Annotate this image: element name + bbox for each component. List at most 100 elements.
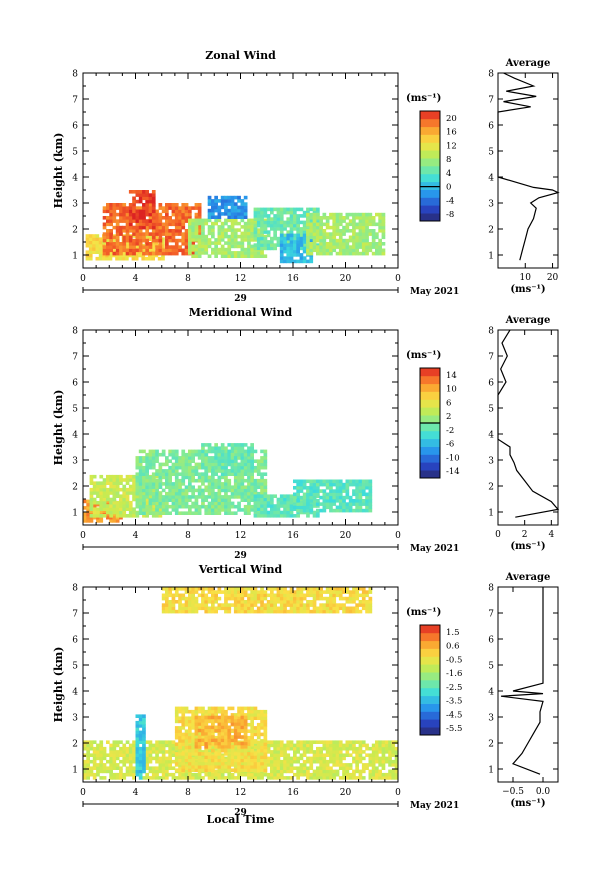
heatmap-cell [322, 505, 327, 510]
heatmap-cell [112, 203, 117, 207]
heatmap-cell [92, 243, 96, 248]
heatmap-cell [132, 206, 136, 210]
heatmap-cell [138, 759, 143, 764]
heatmap-cell [102, 481, 107, 485]
heatmap-cell [368, 769, 373, 774]
heatmap-cell [237, 472, 241, 476]
heatmap-cell [157, 256, 162, 261]
heatmap-cell [92, 753, 97, 757]
heatmap-cell [355, 486, 359, 490]
heatmap-cell [204, 443, 209, 447]
heatmap-cell [355, 248, 359, 253]
heatmap-cell [230, 195, 235, 200]
heatmap-cell [194, 715, 199, 720]
heatmap-cell [332, 502, 337, 506]
heatmap-cell [138, 465, 143, 470]
heatmap-cell [358, 772, 363, 777]
heatmap-cell [194, 216, 199, 220]
heatmap-cell [263, 223, 268, 228]
heatmap-cell [204, 732, 209, 736]
heatmap-cell [355, 482, 359, 487]
heatmap-cell [260, 482, 264, 486]
heatmap-cell [237, 603, 241, 607]
heatmap-cell [289, 256, 294, 260]
heatmap-cell [352, 238, 356, 243]
x-tick-label: 8 [185, 531, 191, 541]
heatmap-cell [125, 772, 130, 777]
heatmap-cell [368, 245, 373, 249]
heatmap-cell [135, 498, 140, 502]
heatmap-cell [122, 497, 127, 502]
heatmap-cell [375, 232, 379, 236]
heatmap-cell [335, 499, 340, 503]
heatmap-cell [197, 465, 202, 470]
heatmap-cell [191, 501, 195, 506]
heatmap-cell [256, 228, 261, 232]
heatmap-cell [188, 772, 192, 777]
heatmap-cell [102, 766, 107, 770]
heatmap-cell [148, 212, 153, 217]
heatmap-cell [220, 504, 225, 509]
heatmap-cell [279, 740, 284, 744]
heatmap-cell [115, 256, 119, 261]
heatmap-cell [168, 232, 172, 236]
heatmap-cell [155, 504, 159, 509]
heatmap-cell [289, 230, 294, 234]
average-profile-line [497, 72, 560, 261]
heatmap-cell [194, 761, 199, 766]
heatmap-cell [358, 219, 363, 223]
heatmap-cell [165, 498, 169, 502]
heatmap-cell [361, 225, 366, 230]
heatmap-cell [319, 759, 323, 764]
heatmap-cell [368, 232, 373, 236]
heatmap-cell [119, 209, 123, 214]
heatmap-cell [125, 478, 130, 482]
heatmap-cell [191, 590, 195, 594]
heatmap-cell [174, 238, 179, 243]
heatmap-cell [109, 769, 113, 774]
heatmap-cell [119, 746, 123, 751]
heatmap-cell [233, 766, 238, 770]
heatmap-cell [230, 241, 235, 245]
heatmap-cell [211, 596, 215, 601]
heatmap-cell [151, 247, 155, 251]
heatmap-cell [358, 499, 363, 503]
heatmap-cell [112, 206, 117, 210]
heatmap-cell [96, 519, 100, 523]
heatmap-cell [168, 498, 172, 502]
heatmap-cell [220, 234, 225, 239]
heatmap-cell [243, 491, 248, 496]
heatmap-cell [96, 491, 100, 495]
heatmap-cell [165, 603, 169, 607]
heatmap-cell [171, 600, 176, 604]
heatmap-cell [345, 743, 350, 748]
heatmap-cell [181, 735, 186, 740]
heatmap-cell [322, 229, 327, 233]
heatmap-cell [148, 193, 153, 197]
heatmap-cell [263, 755, 268, 759]
y-tick-label: 3 [72, 457, 78, 467]
heatmap-cell [109, 219, 113, 223]
heatmap-cell [112, 242, 117, 246]
heatmap-cell [227, 609, 232, 614]
heatmap-cell [171, 501, 176, 506]
heatmap-cell [243, 755, 248, 759]
heatmap-cell [329, 759, 333, 764]
heatmap-cell [214, 221, 218, 226]
heatmap-cell [220, 715, 225, 720]
heatmap-cell [237, 478, 241, 483]
heatmap-cell [224, 195, 228, 200]
heatmap-cell [276, 243, 281, 247]
heatmap-cell [302, 508, 307, 513]
heatmap-cell [266, 500, 271, 505]
heatmap-cell [102, 497, 107, 502]
heatmap-cell [319, 746, 323, 751]
heatmap-cell [348, 212, 353, 217]
heatmap-cell [266, 763, 271, 767]
heatmap-cell [270, 240, 274, 244]
heatmap-cell [279, 230, 284, 234]
heatmap-cell [191, 247, 195, 252]
heatmap-cell [204, 472, 209, 476]
heatmap-cell [161, 504, 166, 509]
heatmap-cell [230, 590, 235, 594]
